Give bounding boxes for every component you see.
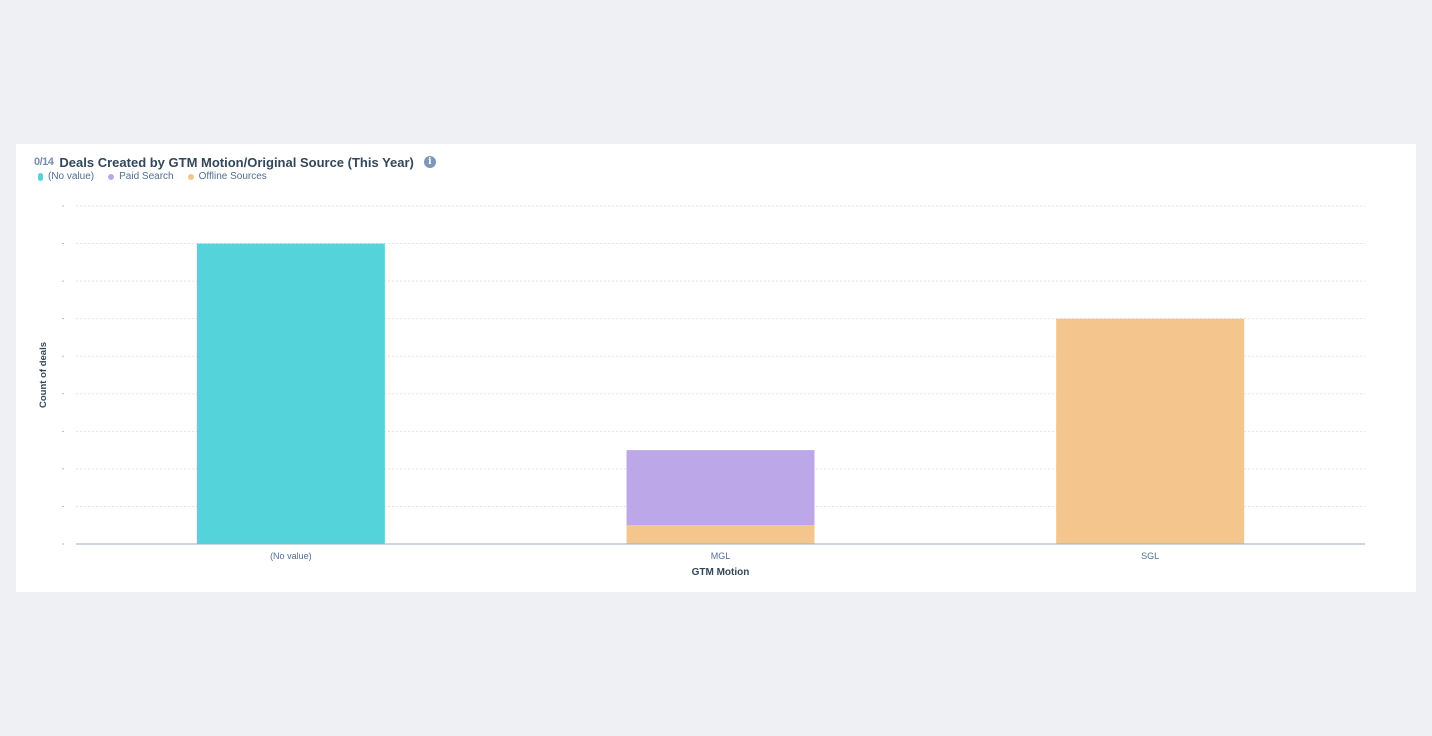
legend-item[interactable]: Paid Search [108, 171, 174, 182]
bar-segment [1056, 318, 1245, 544]
legend-label: Offline Sources [198, 171, 267, 182]
legend-item[interactable]: Offline Sources [187, 171, 267, 182]
bar-chart: (No value) MGL SGL GTM Motion Count of deals [38, 205, 1365, 578]
x-tick-label: MGL [711, 551, 731, 561]
x-axis-title: GTM Motion [692, 567, 750, 578]
info-icon[interactable]: i [423, 156, 436, 168]
legend-item[interactable]: (No value) [38, 171, 94, 182]
y-axis-title: Count of deals [38, 342, 49, 408]
chart-header: 0/14 Deals Created by GTM Motion/Origina… [34, 152, 436, 172]
x-tick-label: SGL [1141, 551, 1159, 561]
legend-swatch [187, 173, 194, 180]
legend-label: Paid Search [119, 171, 174, 182]
legend-swatch [108, 173, 115, 180]
bar-segment [626, 525, 815, 544]
chart-title: Deals Created by GTM Motion/Original Sou… [59, 154, 414, 170]
bar-segment [626, 450, 815, 526]
bar-segment [196, 243, 385, 545]
legend-swatch [38, 172, 43, 181]
title-prefix: 0/14 [34, 156, 54, 168]
chart-card: 0/14 Deals Created by GTM Motion/Origina… [16, 144, 1416, 592]
chart-legend: (No value) Paid Search Offline Sources [38, 171, 267, 182]
legend-label: (No value) [48, 171, 95, 182]
x-tick-label: (No value) [270, 551, 312, 561]
